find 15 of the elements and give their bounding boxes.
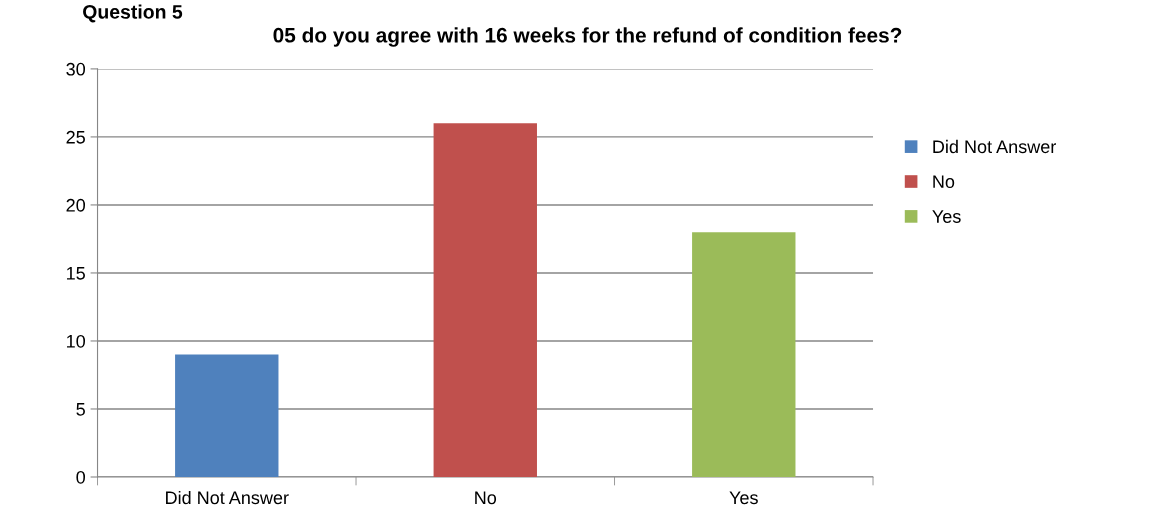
x-tick-label: No	[475, 491, 497, 505]
legend-label: No	[933, 175, 955, 189]
y-tick-label: 5	[76, 403, 85, 416]
y-tick-label: 15	[67, 267, 85, 280]
y-tick-label: 0	[76, 470, 86, 484]
y-tick-label: 30	[66, 62, 86, 76]
x-tick-label: Yes	[729, 491, 758, 505]
y-tick-label: 25	[66, 130, 85, 144]
legend-label: Did Not Answer	[933, 139, 1056, 154]
legend-label: Yes	[932, 210, 961, 223]
y-tick-label: 20	[66, 198, 86, 212]
text: Question 5	[83, 4, 183, 23]
y-tick-label: 10	[67, 334, 86, 348]
x-tick-label: Did Not Answer	[166, 490, 289, 505]
chart-title: 05 do you agree with 16 weeks for the refund of condition fees?	[273, 27, 902, 47]
